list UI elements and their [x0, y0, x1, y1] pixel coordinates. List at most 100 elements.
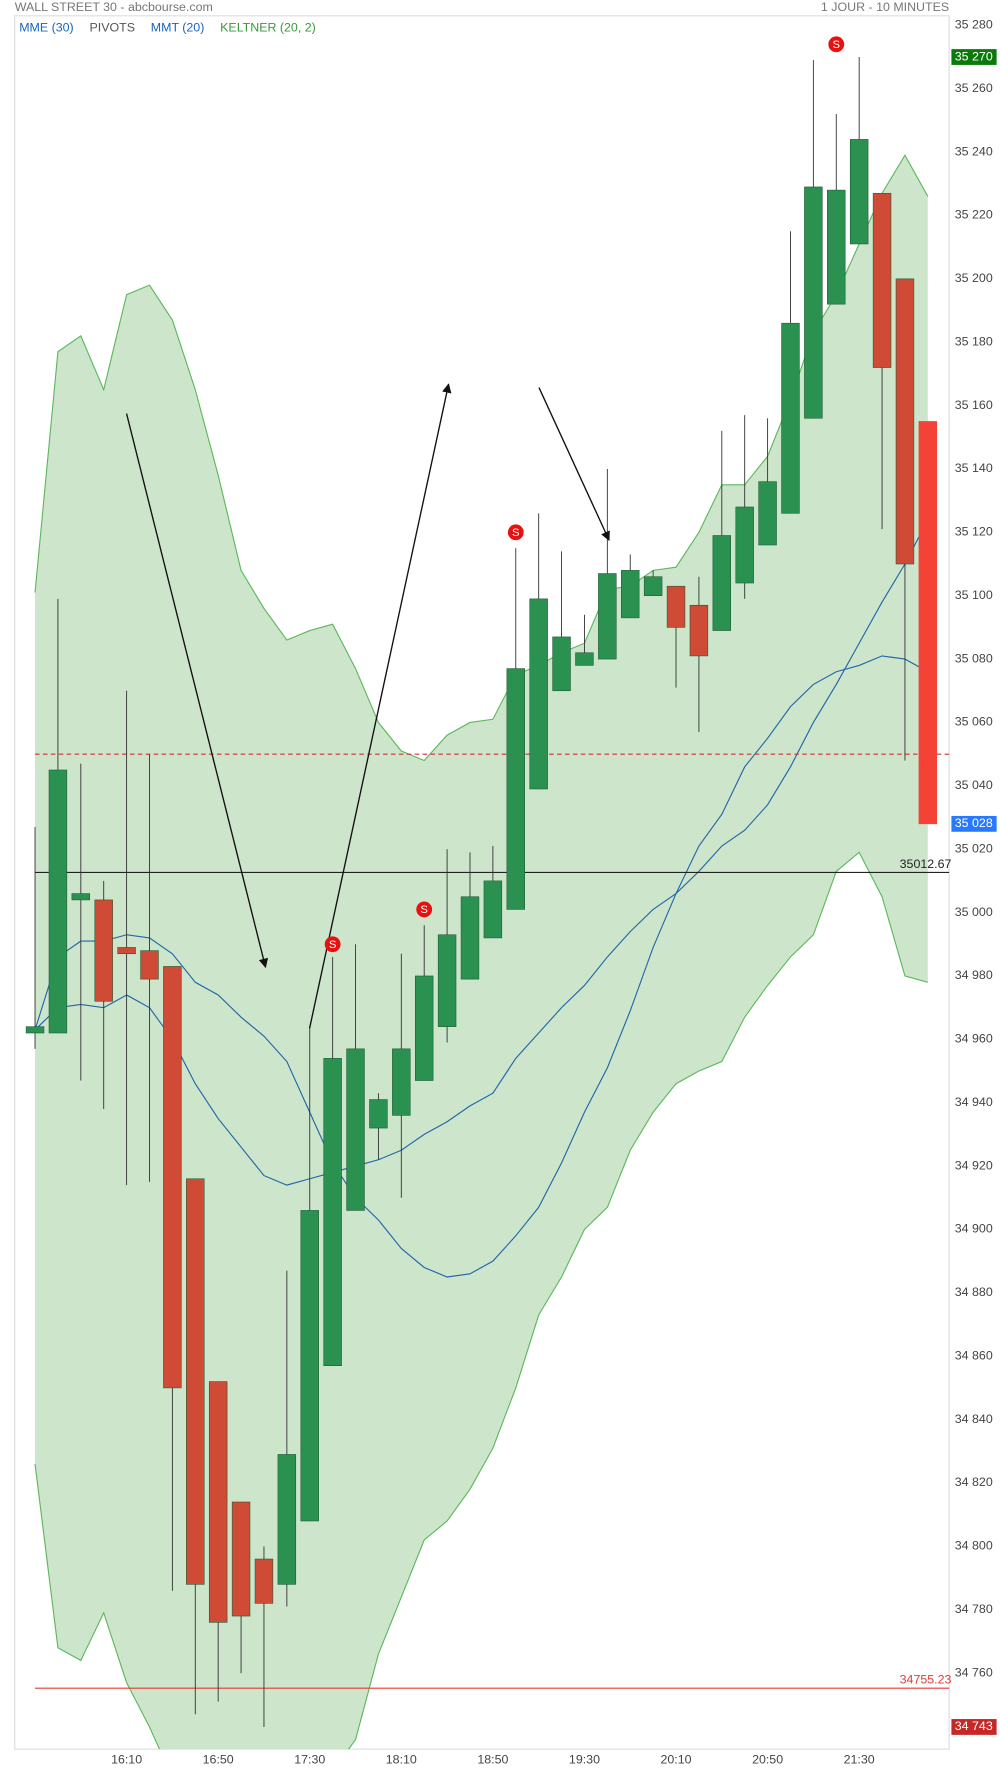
price-box	[951, 815, 997, 832]
y-tick-label: 34 760	[955, 1665, 993, 1679]
candle-body	[872, 192, 892, 368]
candle-body	[666, 585, 686, 628]
signal-label: S	[420, 904, 428, 916]
candle-body	[735, 506, 754, 584]
y-tick-label: 34 980	[955, 968, 993, 982]
candle-body	[208, 1381, 228, 1623]
y-tick-label: 34 940	[955, 1095, 993, 1109]
x-tick-label: 18:50	[477, 1753, 508, 1767]
candle-body	[689, 604, 709, 657]
candle-body	[186, 1178, 205, 1585]
candle-body	[48, 769, 68, 1034]
y-tick-label: 34 960	[955, 1032, 993, 1046]
candle-body	[140, 950, 159, 980]
y-tick-label: 35 060	[955, 715, 993, 729]
y-tick-label: 35 220	[955, 208, 993, 222]
ma-line	[34, 519, 929, 1186]
chart-title: WALL STREET 30 - abcbourse.com	[15, 0, 213, 14]
y-tick-label: 35 040	[955, 778, 993, 792]
chart-subtitle: 1 JOUR - 10 MINUTES	[821, 0, 949, 14]
candle-body	[827, 189, 846, 305]
keltner-band	[34, 154, 929, 1750]
pivot-lines: 35012.67 34755.23	[35, 753, 952, 1689]
arrow	[308, 383, 452, 1029]
legend-entry: PIVOTS	[89, 21, 134, 35]
moving-averages	[34, 519, 929, 1278]
y-tick-label: 35 000	[955, 905, 993, 919]
y-tick-label: 34 840	[955, 1412, 993, 1426]
ma-line	[34, 655, 929, 1278]
y-tick-label: 35 140	[955, 461, 993, 475]
candle-body	[781, 322, 800, 514]
y-tick-label: 35 260	[955, 81, 993, 95]
candle-body	[918, 421, 938, 825]
arrow	[125, 413, 269, 969]
candle-body	[71, 893, 91, 901]
x-tick-label: 20:50	[752, 1753, 783, 1767]
x-tick-label: 18:10	[386, 1753, 417, 1767]
band-fill	[35, 155, 928, 1750]
candle-body	[758, 481, 777, 546]
y-tick-label: 35 280	[955, 18, 993, 32]
y-tick-label: 35 200	[955, 271, 993, 285]
candle-body	[460, 896, 480, 980]
candle-body	[598, 573, 617, 660]
y-tick-label: 35 020	[955, 841, 993, 855]
y-tick-label: 34 780	[955, 1602, 993, 1616]
candle-body	[529, 598, 548, 790]
candle-body	[483, 880, 503, 939]
y-tick-label: 34 920	[955, 1158, 993, 1172]
pivot-label: 35012.67	[900, 857, 952, 871]
candle-body	[643, 576, 663, 596]
y-tick-label: 35 080	[955, 651, 993, 665]
candle-body	[117, 947, 136, 955]
legend: MME (30) PIVOTS MMT (20) KELTNER (20, 2)	[19, 21, 316, 35]
candle-body	[163, 966, 182, 1389]
y-tick-label: 35 100	[955, 588, 993, 602]
pivot-label: 34755.23	[900, 1673, 952, 1687]
signal-label: S	[833, 39, 841, 51]
price-label: 35 028	[955, 816, 993, 830]
candle-body	[323, 1058, 342, 1367]
candle-body	[849, 139, 869, 245]
price-box	[951, 1719, 997, 1735]
candle-body	[392, 1048, 411, 1116]
candle-body	[575, 652, 594, 666]
candle-body	[621, 570, 640, 619]
candle-body	[254, 1558, 274, 1604]
signal-marker	[507, 524, 524, 541]
legend-entry: MME (30)	[19, 21, 73, 35]
candle-body	[346, 1048, 365, 1211]
axes: 35 280 35 260 35 240 35 220 35 200 35 180 35 1…	[111, 18, 997, 1767]
price-label: 34 743	[955, 1719, 993, 1733]
candle-body	[414, 975, 434, 1081]
legend-entry: MMT (20)	[151, 21, 205, 35]
candle-body	[552, 636, 571, 692]
candle-body	[804, 186, 823, 419]
y-tick-label: 34 800	[955, 1539, 993, 1553]
price-box	[951, 49, 997, 65]
arrow	[538, 387, 610, 541]
y-tick-label: 35 120	[955, 525, 993, 539]
band-lower	[34, 851, 928, 1750]
x-tick-label: 16:50	[203, 1753, 234, 1767]
candle-body	[506, 668, 525, 910]
signal-label: S	[329, 939, 337, 951]
y-tick-label: 34 880	[955, 1285, 993, 1299]
signal-marker	[324, 936, 341, 953]
x-tick-label: 21:30	[844, 1753, 875, 1767]
x-tick-label: 20:10	[660, 1753, 691, 1767]
candle-body	[895, 278, 915, 565]
signals: S S S S	[324, 36, 845, 953]
price-label: 35 270	[955, 49, 993, 63]
candle-body	[300, 1210, 319, 1522]
signal-marker	[416, 901, 433, 918]
signal-marker	[828, 36, 845, 53]
x-tick-label: 17:30	[294, 1753, 325, 1767]
signal-label: S	[512, 527, 520, 539]
candle-body	[712, 535, 732, 631]
candle-body	[25, 1026, 45, 1034]
candles	[25, 57, 938, 1727]
candle-body	[437, 934, 457, 1027]
